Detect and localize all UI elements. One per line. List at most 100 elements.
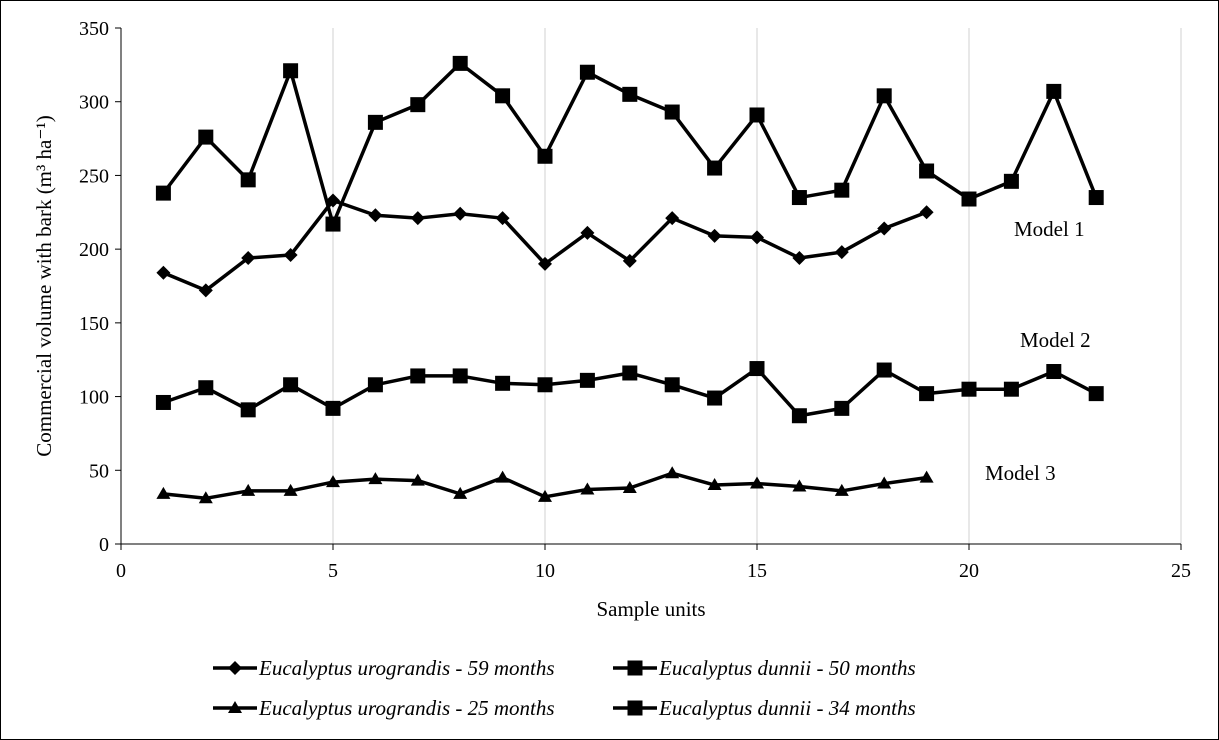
legend-label: Eucalyptus dunnii - 34 months: [658, 696, 916, 720]
square-marker: [622, 86, 638, 102]
square-marker: [749, 361, 765, 377]
triangle-marker: [156, 486, 171, 499]
series-3: [156, 466, 934, 504]
square-marker: [325, 216, 341, 232]
triangle-marker: [877, 476, 892, 489]
diamond-marker: [580, 225, 595, 240]
triangle-marker: [453, 486, 468, 499]
x-tick-label: 0: [116, 560, 126, 582]
y-tick-label: 0: [99, 534, 109, 556]
series-2: [155, 55, 1104, 232]
square-marker: [155, 185, 171, 201]
y-tick-label: 350: [79, 18, 109, 40]
diamond-marker: [792, 250, 807, 265]
diamond-marker: [156, 265, 171, 280]
diamond-marker: [750, 230, 764, 245]
diamond-marker: [919, 205, 934, 220]
triangle-marker: [326, 475, 340, 488]
diamond-marker: [834, 245, 849, 260]
legend-label: Eucalyptus dunnii - 50 months: [658, 656, 916, 680]
triangle-marker: [834, 483, 849, 496]
square-marker: [410, 97, 426, 113]
square-marker: [240, 172, 256, 188]
triangle-marker: [580, 482, 595, 495]
square-marker: [961, 381, 977, 397]
y-tick-label: 50: [89, 460, 109, 482]
diamond-marker: [326, 193, 340, 208]
triangle-marker: [198, 491, 213, 504]
square-marker: [155, 394, 171, 410]
square-marker: [919, 386, 935, 402]
legend-item: Eucalyptus urograndis - 25 months: [213, 696, 555, 720]
square-marker: [622, 365, 638, 381]
triangle-marker: [283, 483, 298, 496]
triangle-marker: [368, 472, 383, 485]
diamond-marker: [877, 221, 892, 236]
square-marker: [627, 660, 643, 676]
triangle-marker: [792, 479, 807, 492]
triangle-marker: [622, 480, 637, 493]
series-1: [156, 193, 934, 298]
y-tick-label: 200: [79, 239, 109, 261]
series-group: [155, 55, 1104, 504]
diamond-marker: [538, 256, 552, 271]
square-marker: [1046, 83, 1062, 99]
triangle-marker: [707, 478, 722, 491]
square-marker: [876, 362, 892, 378]
square-marker: [1088, 386, 1104, 402]
diamond-marker: [707, 228, 722, 243]
y-tick-label: 250: [79, 165, 109, 187]
square-marker: [834, 400, 850, 416]
x-tick-label: 5: [328, 560, 338, 582]
square-marker: [834, 182, 850, 198]
square-marker: [707, 160, 723, 176]
square-marker: [961, 191, 977, 207]
square-marker: [198, 380, 214, 396]
triangle-marker: [241, 483, 256, 496]
square-marker: [452, 368, 468, 384]
y-axis-label: Commercial volume with bark (m³ ha⁻¹): [32, 115, 56, 457]
y-tick-label: 100: [79, 387, 109, 409]
diamond-marker: [241, 250, 256, 265]
square-marker: [410, 368, 426, 384]
diamond-marker: [622, 253, 637, 268]
y-tick-label: 150: [79, 313, 109, 335]
diamond-marker: [228, 661, 242, 675]
triangle-marker: [750, 476, 764, 489]
square-marker: [325, 400, 341, 416]
diamond-marker: [453, 206, 468, 221]
legend-item: Eucalyptus urograndis - 59 months: [213, 656, 555, 680]
square-marker: [664, 377, 680, 393]
square-marker: [1003, 381, 1019, 397]
square-marker: [1046, 364, 1062, 380]
square-marker: [367, 114, 383, 130]
square-marker: [919, 163, 935, 179]
square-marker: [495, 375, 511, 391]
square-marker: [367, 377, 383, 393]
triangle-marker: [665, 466, 680, 479]
square-marker: [627, 700, 643, 716]
x-tick-label: 20: [959, 560, 979, 582]
diamond-marker: [665, 211, 680, 226]
square-marker: [1088, 190, 1104, 206]
triangle-marker: [495, 470, 510, 483]
square-marker: [579, 64, 595, 80]
square-marker: [198, 129, 214, 145]
triangle-marker: [538, 489, 552, 502]
square-marker: [495, 88, 511, 104]
legend: Eucalyptus urograndis - 59 months Eucalyp…: [213, 656, 916, 720]
annotation-model-1: Model 1: [1014, 217, 1085, 241]
triangle-marker: [919, 470, 934, 483]
x-axis-label: Sample units: [596, 597, 705, 621]
diamond-marker: [283, 248, 298, 263]
annotation-model-3: Model 3: [985, 461, 1056, 485]
square-marker: [791, 190, 807, 206]
diamond-marker: [198, 283, 213, 298]
square-marker: [537, 377, 553, 393]
x-tick-label: 15: [747, 560, 767, 582]
square-marker: [1003, 173, 1019, 189]
axes: 0 50 100 150 200 250 300 350 0 5 10 15 20 25: [79, 18, 1191, 582]
x-tick-label: 10: [535, 560, 555, 582]
